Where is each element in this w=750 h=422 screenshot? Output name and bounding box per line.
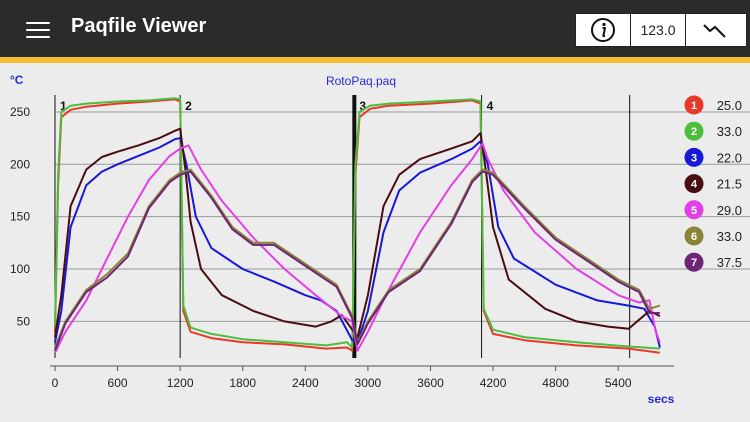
app-title: Paqfile Viewer [71,15,207,37]
legend-value: 29.0 [717,203,742,218]
legend-swatch-4 [684,174,704,194]
chart-title: RotoPaq.paq [326,74,396,88]
x-tick-label: 4800 [542,376,569,390]
series-line-2 [54,97,660,350]
x-axis-label: secs [648,392,675,406]
y-tick-label: 50 [17,314,31,328]
event-marker-label: 2 [185,99,192,113]
x-tick-label: 2400 [292,376,319,390]
legend-number: 6 [691,231,697,243]
event-marker-label: 1 [60,99,67,113]
info-icon [591,18,615,42]
legend-swatch-7 [684,252,704,272]
series-line-7 [54,170,660,352]
y-tick-label: 200 [10,157,30,171]
legend-number: 4 [691,179,698,191]
legend-swatch-3 [684,147,704,167]
legend-value: 21.5 [717,177,742,192]
y-tick-label: 150 [10,210,30,224]
x-tick-label: 4200 [480,376,507,390]
y-axis-label: °C [10,73,24,87]
legend-swatch-2 [684,121,704,141]
series-line-3 [54,137,661,348]
legend-swatch-5 [684,200,704,220]
legend-number: 5 [691,205,697,217]
trend-line-icon [703,24,726,38]
x-tick-label: 3000 [355,376,382,390]
trend-button[interactable] [686,14,746,46]
legend-value: 33.0 [717,229,742,244]
legend-value: 33.0 [717,124,742,139]
grid [55,111,750,322]
app-header: Paqfile Viewer 123.0 [0,0,750,57]
info-button[interactable] [576,14,631,46]
legend-swatch-1 [684,95,704,115]
legend-number: 1 [691,100,697,112]
x-tick-label: 0 [52,376,59,390]
legend-swatch-6 [684,226,704,246]
legend-number: 2 [691,126,697,138]
x-tick-label: 600 [108,376,128,390]
y-tick-label: 100 [10,262,30,276]
series-lines [54,97,661,354]
x-tick-label: 1200 [167,376,194,390]
x-tick-label: 5400 [605,376,632,390]
event-marker-label: 3 [359,99,366,113]
y-tick-label: 250 [10,105,30,119]
current-value-display[interactable]: 123.0 [631,14,686,46]
hamburger-menu-icon[interactable] [22,19,52,41]
legend-number: 7 [691,257,697,269]
y-axis-ticks: 50 100 150 200 250 [10,105,30,328]
series-line-6 [54,168,661,348]
x-tick-label: 1800 [229,376,256,390]
legend-value: 22.0 [717,150,742,165]
legend-value: 25.0 [717,98,742,113]
toolbar-group: 123.0 [575,13,747,47]
x-axis-ticks: 0 600 1200 1800 2400 3000 3600 4200 4800 5400 [50,365,674,390]
legend-value: 37.5 [717,255,742,270]
x-tick-label: 3600 [417,376,444,390]
legend-number: 3 [691,152,697,164]
chart: °C RotoPaq.paq secs 50 100 150 200 250 0 600 1… [10,73,750,406]
legend: 1 25.0 2 33.0 3 22.0 4 21.5 5 29.0 6 33.0 7 37.5 [684,95,742,272]
accent-bar [0,57,750,63]
event-marker-label: 4 [487,99,494,113]
